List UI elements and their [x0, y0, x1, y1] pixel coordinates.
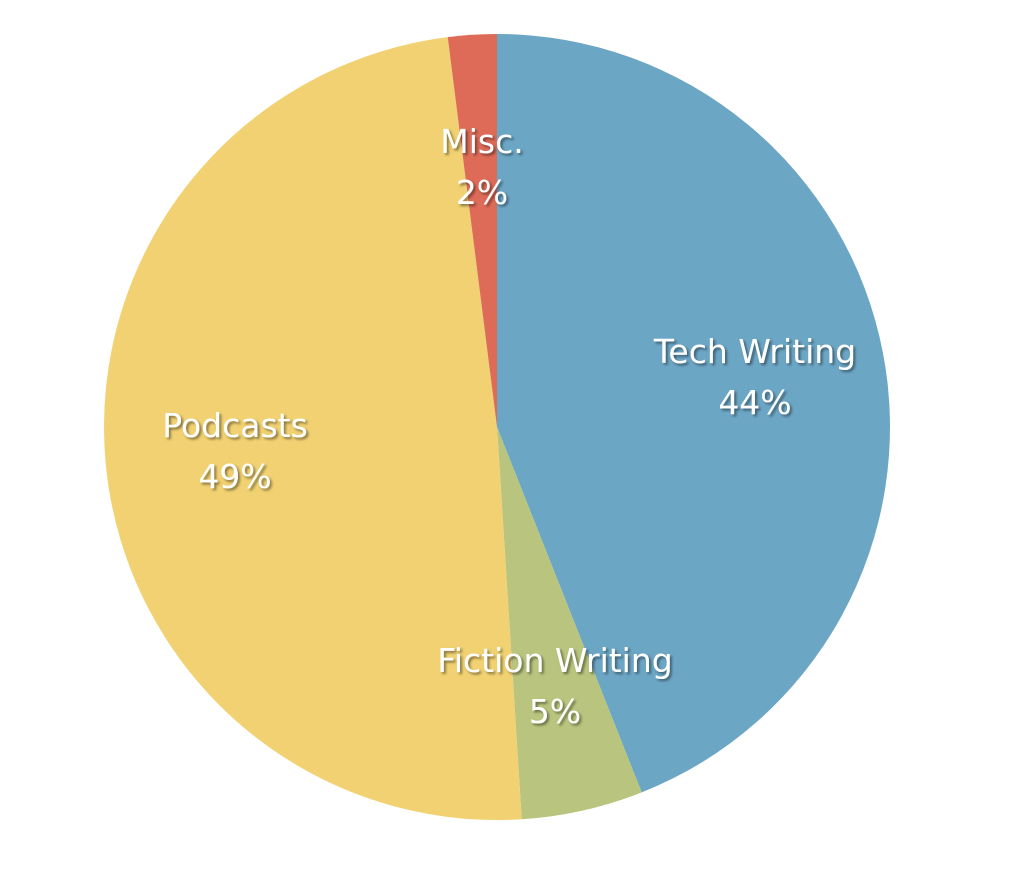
pie-slice-fiction-writing — [497, 427, 642, 820]
slice-label-tech-writing: Tech Writing — [653, 332, 856, 371]
slice-value-tech-writing: 44% — [718, 383, 791, 422]
pie-slice-misc — [447, 34, 497, 427]
slice-value-fiction-writing: 5% — [529, 692, 581, 731]
pie-slice-podcasts — [104, 37, 522, 820]
pie-labels: Tech Writing 44% Fiction Writing 5% Podcasts… — [162, 122, 856, 731]
slice-value-misc: 2% — [456, 173, 508, 212]
pie-slice-tech-writing — [497, 34, 890, 793]
pie-slices — [104, 34, 890, 820]
slice-value-podcasts: 49% — [198, 457, 271, 496]
slice-label-podcasts: Podcasts — [162, 406, 308, 445]
slice-label-fiction-writing: Fiction Writing — [437, 641, 672, 680]
slice-label-misc: Misc. — [440, 122, 523, 161]
